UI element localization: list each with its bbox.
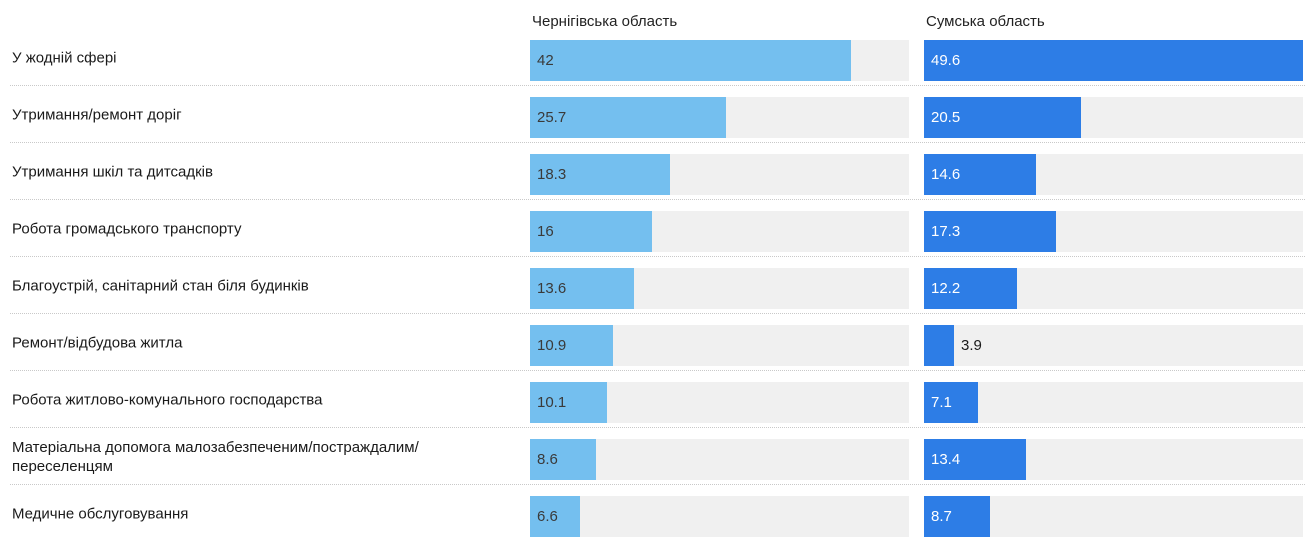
bar-track: 10.1 (530, 382, 909, 423)
data-label: 6.6 (537, 508, 558, 525)
chart-row: Утримання/ремонт доріг 25.7 20.5 (0, 86, 1305, 143)
row-divider (10, 142, 1305, 143)
bar-track: 25.7 (530, 97, 909, 138)
chart-row: Благоустрій, санітарний стан біля будинк… (0, 257, 1305, 314)
bar (530, 325, 613, 366)
bar-track: 6.6 (530, 496, 909, 537)
bar-track: 8.6 (530, 439, 909, 480)
chart-row: Робота громадського транспорту 16 17.3 (0, 200, 1305, 257)
bar (924, 439, 1026, 480)
bar (924, 154, 1036, 195)
bar-track: 12.2 (924, 268, 1303, 309)
category-label: Ремонт/відбудова житла (12, 334, 183, 351)
bar (924, 40, 1303, 81)
bar-track: 49.6 (924, 40, 1303, 81)
series-header-chernihiv: Чернігівська область (532, 13, 678, 30)
bar (530, 40, 851, 81)
bar-track: 17.3 (924, 211, 1303, 252)
category-label: Робота громадського транспорту (12, 220, 242, 237)
bar-track: 3.9 (924, 325, 1303, 366)
data-label: 25.7 (537, 109, 567, 126)
category-label: Благоустрій, санітарний стан біля будинк… (12, 277, 309, 294)
chart-row: Робота житлово-комунального господарства… (0, 371, 1305, 428)
bar (530, 439, 596, 480)
data-label: 10.9 (537, 337, 567, 354)
data-label: 7.1 (931, 394, 952, 411)
data-label: 49.6 (931, 52, 961, 69)
bar-track: 20.5 (924, 97, 1303, 138)
bar (924, 211, 1056, 252)
chart-row: Матеріальна допомога малозабезпеченим/по… (0, 428, 1305, 485)
data-label: 12.2 (931, 280, 961, 297)
bar (530, 382, 607, 423)
category-label: Медичне обслуговування (12, 505, 189, 522)
bar-track: 8.7 (924, 496, 1303, 537)
bar-track: 16 (530, 211, 909, 252)
category-label: Утримання шкіл та дитсадків (12, 163, 213, 180)
category-label: Робота житлово-комунального господарства (12, 391, 323, 408)
row-divider (10, 85, 1305, 86)
bar (530, 268, 634, 309)
bar (530, 97, 726, 138)
data-label: 42 (537, 52, 554, 69)
category-label: У жодній сфері (12, 49, 117, 66)
bar (530, 154, 670, 195)
data-label: 18.3 (537, 166, 567, 183)
bar (924, 268, 1017, 309)
data-label: 8.6 (537, 451, 558, 468)
chart-row: Ремонт/відбудова житла 10.9 3.9 (0, 314, 1305, 371)
row-divider (10, 484, 1305, 485)
data-label: 13.4 (931, 451, 961, 468)
data-label: 3.9 (961, 337, 982, 354)
row-divider (10, 199, 1305, 200)
row-divider (10, 370, 1305, 371)
chart-row: Медичне обслуговування 6.6 8.7 (0, 485, 1305, 542)
data-label: 20.5 (931, 109, 961, 126)
category-label: Матеріальна допомога малозабезпеченим/по… (12, 438, 419, 475)
data-label: 10.1 (537, 394, 567, 411)
series-header-sumy: Сумська область (926, 13, 1045, 30)
bar (924, 325, 954, 366)
data-label: 14.6 (931, 166, 961, 183)
data-label: 16 (537, 223, 554, 240)
bar (924, 382, 978, 423)
bar (530, 211, 652, 252)
row-divider (10, 256, 1305, 257)
bar-track: 10.9 (530, 325, 909, 366)
bar-track: 13.4 (924, 439, 1303, 480)
bar-track: 13.6 (530, 268, 909, 309)
data-label: 13.6 (537, 280, 567, 297)
bar-track: 7.1 (924, 382, 1303, 423)
bar-track: 18.3 (530, 154, 909, 195)
data-label: 8.7 (931, 508, 952, 525)
bar (924, 97, 1081, 138)
bar (924, 496, 990, 537)
category-label: Утримання/ремонт доріг (12, 106, 182, 123)
chart-row: У жодній сфері 42 49.6 (0, 29, 1305, 86)
chart-row: Утримання шкіл та дитсадків 18.3 14.6 (0, 143, 1305, 200)
bar-track: 42 (530, 40, 909, 81)
bar-track: 14.6 (924, 154, 1303, 195)
bar (530, 496, 580, 537)
row-divider (10, 427, 1305, 428)
row-divider (10, 313, 1305, 314)
data-label: 17.3 (931, 223, 961, 240)
